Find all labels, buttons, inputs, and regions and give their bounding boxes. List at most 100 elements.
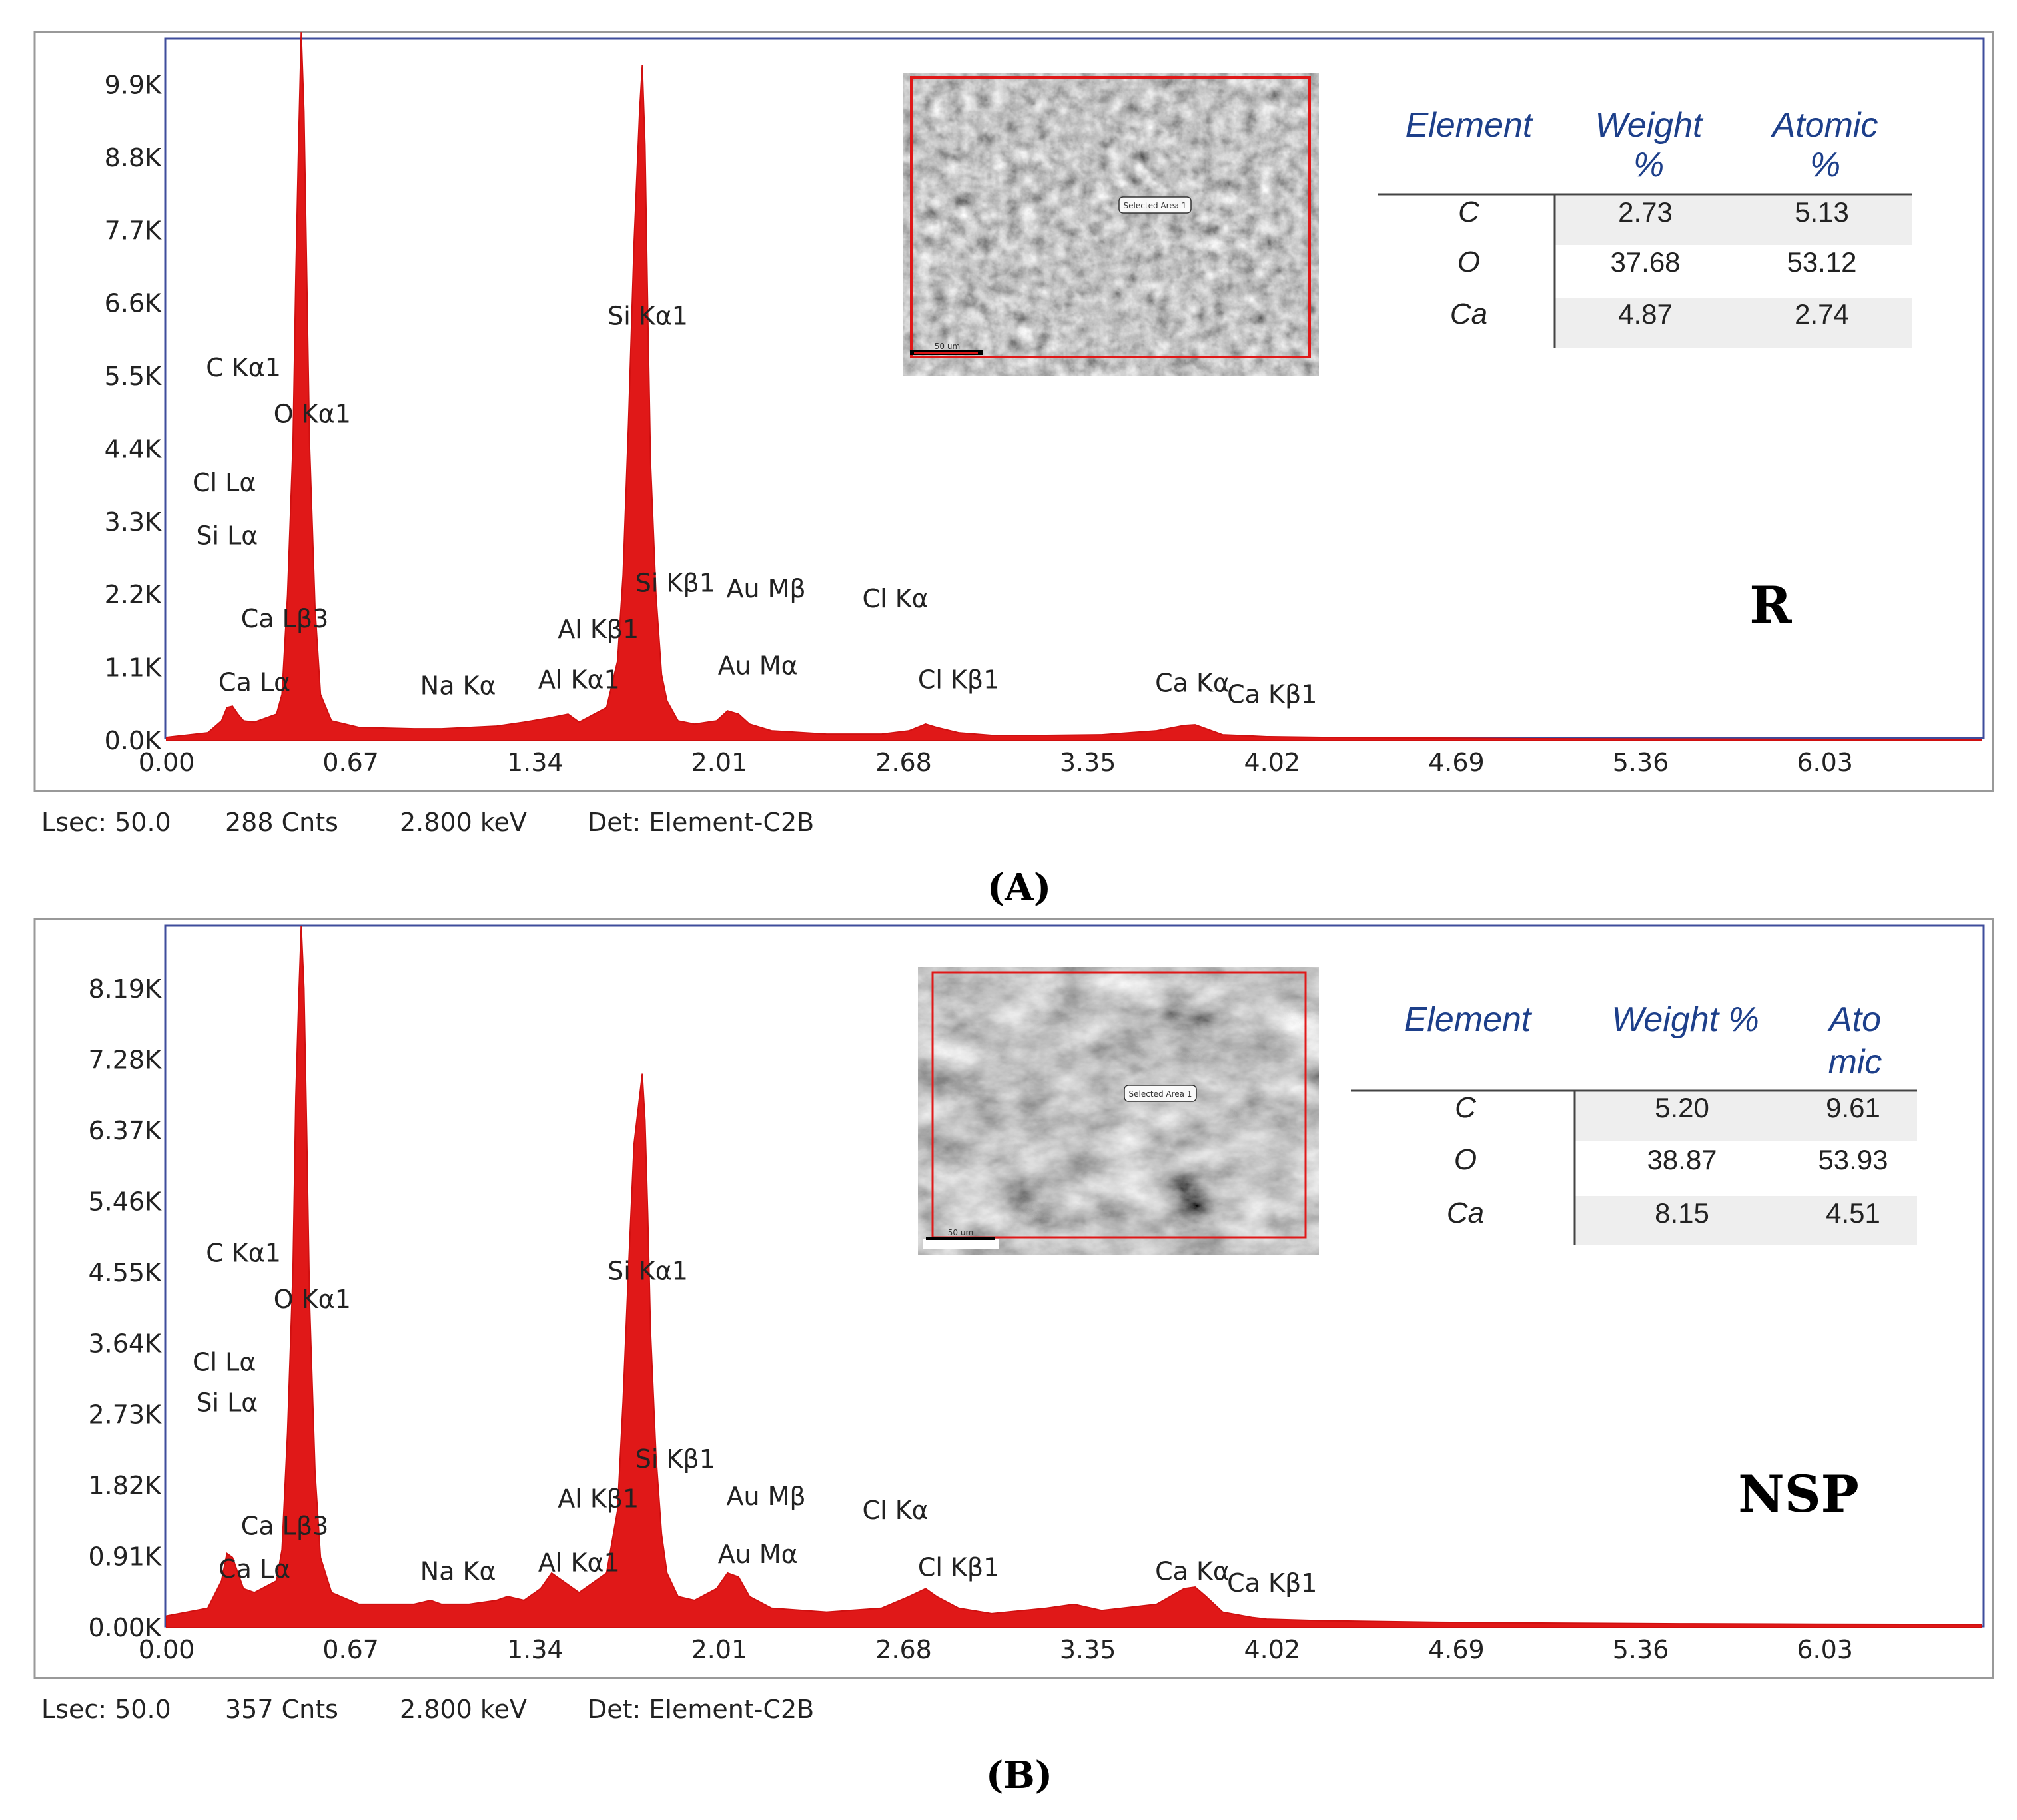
x-tick-label: 4.69 [1428,748,1485,777]
x-axis-ticks: 0.00 0.67 1.34 2.01 2.68 3.35 4.02 4.69 5.36 6.03 [139,748,1853,777]
x-tick-label: 2.68 [875,1635,932,1664]
table-row-element: C [1458,196,1480,228]
panel-caption: (B) [986,1753,1052,1797]
peak-label: Al Kα1 [538,1548,620,1578]
footer-live-seconds: Lsec: 50.0 [41,808,171,837]
table-row-atomic: 4.51 [1826,1197,1880,1229]
eds-panel-a: 0.0K 1.1K 2.2K 3.3K 4.4K 5.5K 6.6K 7.7K 8.8K 9.9K… [33,31,1994,910]
x-tick-label: 4.02 [1244,748,1300,777]
peak-label: Ca Lβ3 [241,604,329,633]
peak-label: Ca Kα [1155,1557,1230,1586]
y-tick-label: 2.2K [105,580,162,609]
peak-label: O Kα1 [274,1285,351,1314]
selected-area-box [910,76,1311,358]
x-tick-label: 2.68 [875,748,932,777]
footer-energy: 2.800 keV [400,808,527,837]
y-tick-label: 6.6K [105,289,162,318]
x-tick-label: 4.69 [1428,1635,1485,1664]
table-header-weight: Weight [1595,106,1704,145]
acquisition-footer: Lsec: 50.0 288 Cnts 2.800 keV Det: Eleme… [41,808,814,837]
x-tick-label: 0.67 [322,1635,379,1664]
peak-label: Si Kα1 [607,1257,688,1286]
table-row-weight: 37.68 [1610,246,1680,278]
y-tick-label: 3.3K [105,507,162,537]
x-tick-label: 6.03 [1797,1635,1853,1664]
scale-bar-text: 50 um [935,342,960,351]
x-tick-label: 0.67 [322,748,379,777]
x-tick-label: 1.34 [507,1635,564,1664]
x-tick-label: 3.35 [1060,1635,1116,1664]
y-tick-label: 2.73K [88,1400,162,1429]
peak-label: Au Mα [718,651,798,681]
peak-labels: C Kα1 O Kα1 Cl Lα Si Lα Ca Lβ3 Ca Lα Na Kα Al K… [193,302,1317,709]
peak-label: Au Mβ [726,574,805,603]
peak-labels: C Kα1 O Kα1 Cl Lα Si Lα Ca Lβ3 Ca Lα Na Kα Al K… [193,1239,1317,1598]
footer-detector: Det: Element-C2B [588,1695,814,1724]
peak-label: Na Kα [420,671,496,700]
selected-area-tag [1124,1085,1197,1102]
peak-label: Cl Kβ1 [918,1553,1000,1582]
y-tick-label: 1.82K [88,1471,162,1500]
table-row-element: Ca [1447,1197,1484,1229]
table-header-element: Element [1406,106,1534,145]
peak-label: C Kα1 [206,1239,281,1268]
x-tick-label: 5.36 [1613,748,1669,777]
y-tick-label: 5.5K [105,362,162,391]
y-tick-label: 3.64K [88,1329,162,1359]
y-tick-label: 5.46K [88,1187,162,1217]
peak-label: Ca Lβ3 [241,1512,329,1541]
footer-counts: 288 Cnts [225,808,338,837]
eds-panel-b: 0.00K 0.91K 1.82K 2.73K 3.64K 4.55K 5.46K 6.37K… [33,918,1994,1797]
scale-bar [923,1239,999,1249]
table-header-atomic: Ato [1827,1000,1881,1039]
peak-label: Si Kβ1 [635,568,715,597]
peak-label: Cl Kα [863,1496,929,1525]
table-row-atomic: 2.74 [1795,298,1849,330]
peak-label: Au Mα [718,1540,798,1569]
footer-energy: 2.800 keV [400,1695,527,1724]
peak-label: Ca Lα [218,667,290,697]
selected-area-tag-text: Selected Area 1 [1129,1089,1192,1099]
footer-detector: Det: Element-C2B [588,808,814,837]
element-table-b: Element Weight % Ato mic C 5.20 9.61 O 3… [1351,1000,1917,1245]
peak-label: Ca Kβ1 [1227,1568,1317,1598]
table-row-atomic: 53.93 [1818,1144,1888,1175]
peak-label: Al Kβ1 [558,615,639,644]
y-axis-ticks: 0.00K 0.91K 1.82K 2.73K 3.64K 4.55K 5.46K 6.37K… [88,974,162,1642]
y-tick-label: 7.7K [105,216,162,245]
sample-label: NSP [1738,1464,1859,1524]
table-header-atomic-unit: % [1810,146,1840,184]
peak-label: Cl Lα [193,1348,256,1377]
peak-label: O Kα1 [274,400,351,429]
sem-image-b: Selected Area 1 50 um [918,967,1319,1255]
table-header-weight-unit: % [1633,146,1664,184]
x-tick-label: 4.02 [1244,1635,1300,1664]
y-axis-ticks: 0.0K 1.1K 2.2K 3.3K 4.4K 5.5K 6.6K 7.7K 8.8K 9.9K [105,71,162,755]
table-row-element: O [1457,246,1480,278]
table-row-element: Ca [1450,298,1487,330]
element-table-a: Element Weight % Atomic % C 2.73 5.13 O … [1378,106,1912,348]
table-row-element: O [1454,1143,1477,1176]
peak-label: Cl Kβ1 [918,665,1000,694]
peak-label: Au Mβ [726,1482,805,1511]
table-row-weight: 2.73 [1618,196,1673,228]
peak-label: Si Kβ1 [635,1444,715,1474]
x-axis-ticks: 0.00 0.67 1.34 2.01 2.68 3.35 4.02 4.69 5.36 6.03 [139,1635,1853,1664]
spectrum-area [166,925,1982,1628]
table-row-weight: 38.87 [1647,1144,1717,1175]
spectrum-area [166,32,1982,741]
y-tick-label: 0.00K [88,1613,162,1642]
y-tick-label: 4.4K [105,434,162,463]
x-tick-label: 2.01 [691,748,748,777]
y-tick-label: 7.28K [88,1045,162,1074]
peak-label: Ca Kβ1 [1227,679,1317,709]
x-tick-label: 6.03 [1797,748,1853,777]
footer-live-seconds: Lsec: 50.0 [41,1695,171,1724]
peak-label: Na Kα [420,1557,496,1586]
y-tick-label: 8.19K [88,974,162,1004]
peak-label: Al Kα1 [538,665,620,694]
x-tick-label: 5.36 [1613,1635,1669,1664]
peak-label: C Kα1 [206,353,281,382]
peak-label: Cl Lα [193,468,256,497]
